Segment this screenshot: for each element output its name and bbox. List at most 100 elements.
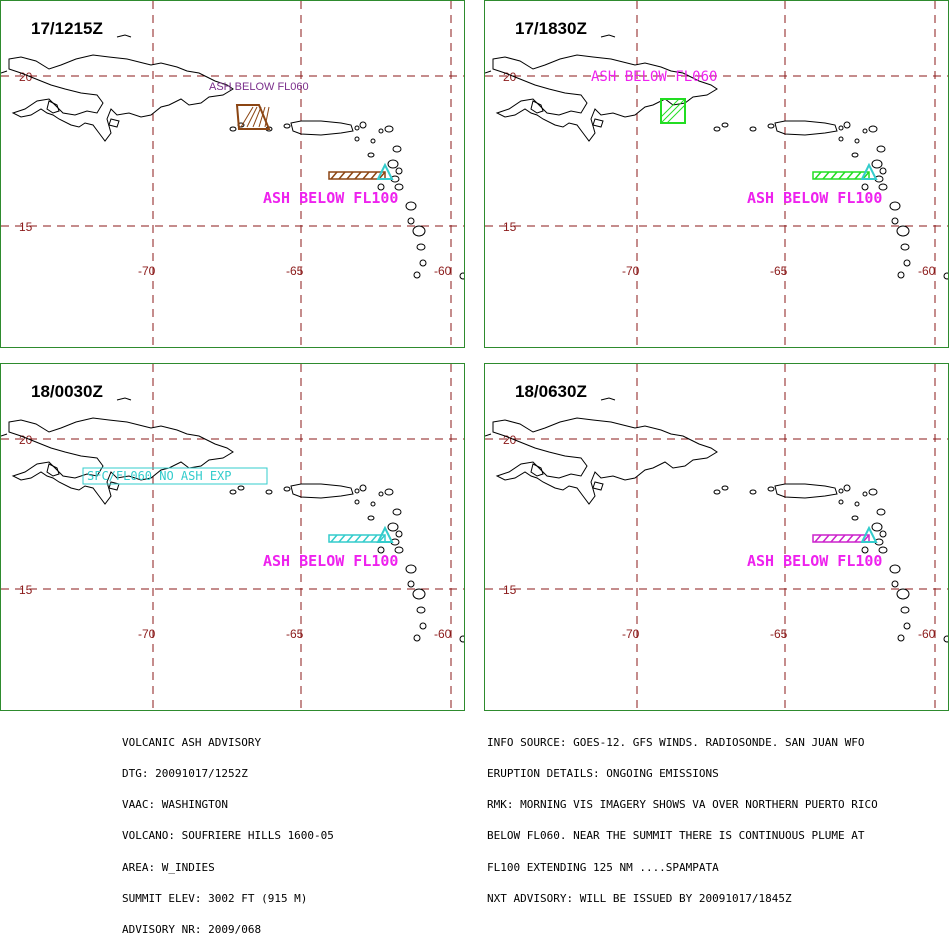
island	[851, 515, 859, 521]
island	[767, 486, 775, 492]
island	[854, 501, 860, 507]
coastline	[600, 397, 616, 401]
coastline	[485, 433, 492, 437]
island	[405, 201, 417, 211]
panel-time: 17/1215Z	[31, 19, 103, 38]
island	[459, 635, 464, 643]
ash-area-outline	[812, 171, 870, 180]
island	[237, 485, 245, 491]
advisory-line: AREA: W_INDIES	[122, 860, 215, 874]
coastline	[1, 433, 8, 437]
ash-hatch	[346, 171, 354, 180]
ash-hatch	[666, 104, 686, 124]
island	[377, 183, 385, 191]
island	[749, 126, 757, 132]
island	[412, 225, 426, 237]
map-panel-4: 20 15 -70 -65 -60 ASH BELOW FL100 18/0630Z	[484, 363, 949, 711]
ash-plume-fl100	[812, 171, 870, 180]
island	[891, 217, 899, 225]
ash-hatch	[246, 106, 258, 128]
island	[851, 152, 859, 158]
lon-label: -60	[918, 264, 936, 278]
map-panel-2: 20 15 -70 -65 -60 ASH BELOW FL060 ASH BELOW FL…	[484, 0, 949, 348]
volcano-icon	[376, 162, 394, 180]
island	[367, 152, 375, 158]
coastline	[774, 120, 838, 136]
island	[721, 122, 729, 128]
coastline	[108, 481, 120, 491]
island	[878, 183, 888, 191]
coastline	[530, 463, 544, 477]
island	[876, 145, 886, 153]
island	[359, 121, 367, 129]
island	[367, 515, 375, 521]
ash-hatch	[240, 106, 254, 128]
advisory-line: ADVISORY NR: 2009/068	[122, 923, 262, 937]
island	[370, 501, 376, 507]
island	[879, 530, 887, 538]
island	[871, 159, 883, 169]
island	[395, 167, 403, 175]
island	[378, 128, 384, 134]
ash-hatch	[252, 106, 262, 128]
island	[749, 489, 757, 495]
volcano-icon	[860, 525, 878, 543]
ash-area-outline	[328, 171, 386, 180]
ash-hatch	[838, 171, 846, 180]
ash-hatch	[354, 171, 362, 180]
island	[392, 508, 402, 516]
volcano-icon	[376, 525, 394, 543]
island	[407, 217, 415, 225]
lat-label: 15	[503, 220, 517, 234]
island	[897, 271, 905, 279]
island	[843, 484, 851, 492]
ash-hatch	[346, 534, 354, 543]
island	[354, 136, 360, 142]
ash-hatch	[370, 171, 378, 180]
island	[943, 272, 948, 280]
island	[838, 136, 844, 142]
ash-label-fl060: ASH BELOW FL060	[209, 81, 309, 93]
ash-hatch	[354, 534, 362, 543]
island	[359, 484, 367, 492]
ash-hatch	[338, 171, 346, 180]
island	[387, 522, 399, 532]
ash-hatch	[338, 534, 346, 543]
lon-label: -65	[770, 627, 788, 641]
island	[394, 546, 404, 554]
ash-label-fl100: ASH BELOW FL100	[263, 552, 398, 570]
ash-area-outline	[660, 98, 686, 124]
island	[283, 486, 291, 492]
lon-label: -70	[138, 264, 156, 278]
panel-time: 18/0630Z	[515, 382, 587, 401]
ash-hatch	[814, 534, 822, 543]
island	[387, 159, 399, 169]
island	[354, 125, 360, 131]
lon-label: -70	[622, 264, 640, 278]
coastline	[46, 100, 60, 114]
advisory-line: ERUPTION DETAILS: ONGOING EMISSIONS	[487, 767, 719, 781]
island	[416, 606, 426, 614]
lat-label: 15	[19, 583, 33, 597]
advisory-line: BELOW FL060. NEAR THE SUMMIT THERE IS CO…	[487, 829, 865, 843]
coastline	[108, 118, 120, 128]
ash-hatch	[258, 106, 266, 128]
ash-hatch	[862, 171, 870, 180]
island	[354, 488, 360, 494]
ash-plume-fl100	[328, 534, 386, 543]
island	[459, 272, 464, 280]
advisory-info-left: VOLCANIC ASH ADVISORY DTG: 20091017/1252…	[122, 717, 334, 946]
island	[878, 546, 888, 554]
advisory-line: INFO SOURCE: GOES-12. GFS WINDS. RADIOSO…	[487, 735, 865, 749]
lon-label: -70	[138, 627, 156, 641]
island	[871, 522, 883, 532]
ash-hatch	[330, 534, 338, 543]
coastline	[592, 118, 604, 128]
ash-hatch	[660, 98, 680, 118]
coastline	[46, 463, 60, 477]
island	[891, 580, 899, 588]
advisory-line: VOLCANIC ASH ADVISORY	[122, 735, 262, 749]
